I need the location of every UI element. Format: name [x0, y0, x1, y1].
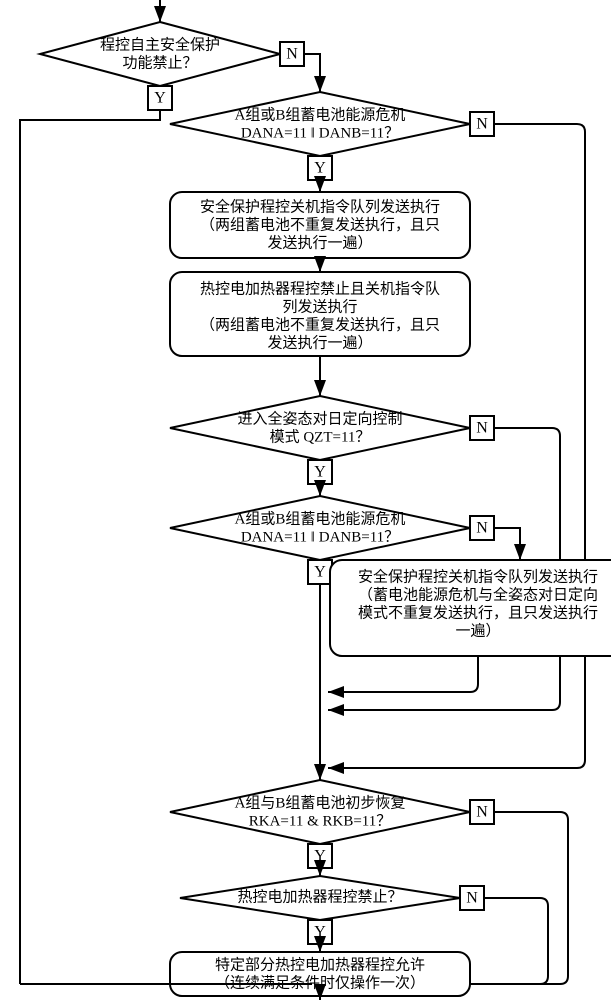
p4-l1: 特定部分热控电加热器程控允许 [215, 956, 425, 973]
d5-line1: A组与B组蓄电池初步恢复 [235, 793, 406, 811]
d6-line1: 热控电加热器程控禁止？ [237, 888, 402, 905]
d6-y: Y [314, 924, 326, 941]
p3-l1: 安全保护程控关机指令队列发送执行 [358, 567, 598, 585]
decision-battery-recovered [170, 780, 470, 844]
d5-line2: RKA=11 & RKB=11？ [249, 813, 392, 829]
d5-y: Y [314, 848, 326, 865]
p3-l4: 一遍） [455, 622, 500, 639]
p3-l3: 模式不重复发送执行，且只发送执行 [358, 603, 598, 621]
d6-n: N [466, 890, 478, 907]
p3-l2: （蓄电池能源危机与全姿态对日定向 [358, 585, 598, 603]
d5-n: N [476, 804, 488, 821]
p4-l2: （连续满足条件时仅操作一次） [215, 974, 425, 991]
